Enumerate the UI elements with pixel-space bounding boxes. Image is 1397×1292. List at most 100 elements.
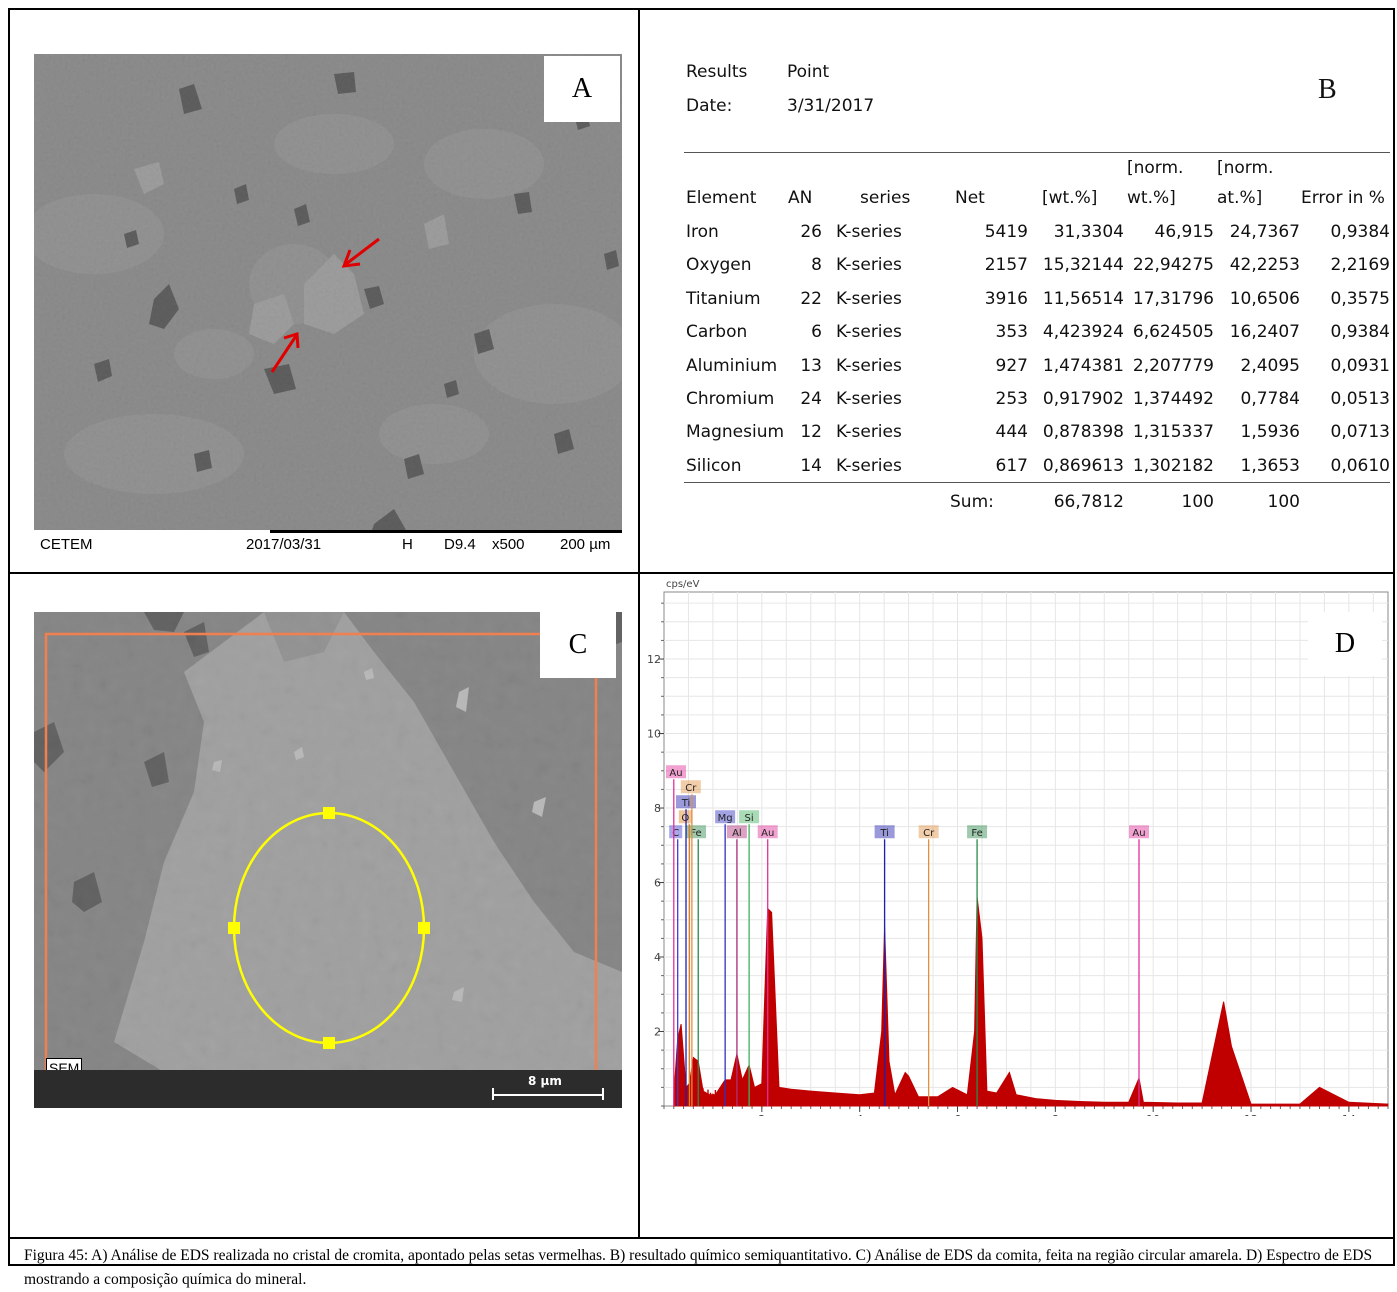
cell-norm-at: 0,7784	[1240, 389, 1300, 409]
peak-label: Fe	[690, 828, 701, 839]
cell-wt: 1,474381	[1042, 355, 1124, 376]
cell-error: 0,3575	[1330, 288, 1390, 309]
sum-label: Sum:	[950, 492, 994, 512]
peak-label: Au	[669, 768, 682, 779]
peak-label: Si	[745, 813, 754, 824]
cell-net: 353	[995, 322, 1028, 343]
hdr-wt: [wt.%]	[1042, 188, 1098, 208]
x-tick-label: 14	[1342, 1113, 1356, 1116]
y-tick-label: 12	[647, 653, 661, 666]
table-row: Oxygen 8 K-series 2157 15,32144 22,94275 42,22…	[686, 255, 1390, 276]
figure-frame	[8, 8, 1395, 1266]
sem-scale-label: 200 µm	[560, 536, 611, 553]
panel-letter-a: A	[544, 56, 620, 122]
peak-label-bg	[678, 810, 692, 824]
cell-error: 0,0931	[1330, 355, 1390, 376]
panel-letter-b: B	[1318, 74, 1337, 105]
cell-norm-at: 1,5936	[1240, 422, 1300, 443]
scale-bar-line-c	[492, 1094, 604, 1096]
peak-label: Au	[761, 828, 774, 839]
table-row: Iron 26 K-series 5419 31,3304 46,915 24,7367 0,…	[686, 222, 1390, 242]
sum-norm-at: 100	[1267, 492, 1300, 512]
table-top-rule	[684, 152, 1390, 153]
cell-element: Carbon	[686, 322, 748, 343]
peak-label-bg	[726, 825, 747, 839]
cell-norm-wt: 1,315337	[1132, 422, 1214, 443]
spectrum-area	[673, 897, 1389, 1107]
cell-norm-at: 1,3653	[1240, 455, 1300, 476]
cell-norm-wt: 2,207779	[1132, 355, 1214, 376]
x-tick-label: 4	[856, 1113, 863, 1116]
cell-net: 3916	[984, 288, 1028, 309]
eds-spectrum-chart: 246810121424681012keVcps/eVCFeOTiCrAuMgS…	[647, 579, 1389, 1137]
hdr-norm-wt-2: wt.%]	[1127, 188, 1176, 208]
peak-label: Cr	[923, 828, 935, 839]
sem-scale-line-a	[270, 530, 622, 533]
cell-wt: 0,869613	[1042, 455, 1124, 476]
cell-wt: 4,423924	[1042, 322, 1124, 343]
peak-label-bg	[669, 825, 683, 839]
cell-element: Silicon	[686, 455, 742, 476]
cell-net: 5419	[984, 222, 1028, 242]
sum-norm-wt: 100	[1181, 492, 1214, 512]
peak-label: Ti	[879, 828, 889, 839]
cell-series: K-series	[836, 355, 902, 376]
sem-texture-c	[34, 612, 622, 1108]
cell-error: 0,9384	[1330, 322, 1390, 343]
peak-label: Ti	[681, 798, 691, 809]
peak-label: Au	[1132, 828, 1145, 839]
hdr-norm-wt-1: [norm.	[1127, 158, 1184, 178]
cell-series: K-series	[836, 222, 902, 242]
sem-date-label: 2017/03/31	[246, 536, 322, 553]
hdr-error: Error in %	[1301, 188, 1385, 208]
cell-norm-wt: 22,94275	[1132, 255, 1214, 276]
cell-element: Chromium	[686, 389, 775, 409]
peak-label: Mg	[718, 813, 733, 824]
results-label: Results	[686, 62, 748, 82]
cell-norm-wt: 46,915	[1154, 222, 1214, 242]
peak-label-bg	[967, 825, 988, 839]
eds-results-table: Results Point Date: 3/31/2017 B [norm. […	[684, 60, 1394, 490]
peak-label-bg	[686, 825, 706, 839]
hdr-net: Net	[955, 188, 985, 208]
cell-element: Titanium	[686, 288, 761, 309]
peak-label: Al	[732, 828, 742, 839]
eds-spectrum-panel: 246810121424681012keVcps/eVCFeOTiCrAuMgS…	[640, 576, 1394, 1236]
cell-series: K-series	[836, 422, 902, 443]
ellipse-handles	[228, 807, 430, 1049]
date-value: 3/31/2017	[787, 96, 875, 116]
sem-texture-a	[34, 54, 622, 530]
peak-label: O	[681, 813, 689, 824]
sum-wt: 66,7812	[1053, 492, 1124, 512]
table-row: Silicon 14 K-series 617 0,869613 1,302182 1,36…	[686, 455, 1390, 476]
scale-bar-label-c: 8 µm	[528, 1074, 562, 1088]
date-label: Date:	[686, 96, 733, 116]
peak-label-bg	[680, 780, 701, 794]
x-tick-label: 12	[1244, 1113, 1258, 1116]
cell-element: Iron	[686, 222, 719, 242]
table-row: Chromium 24 K-series 253 0,917902 1,374492 0,7…	[686, 389, 1390, 409]
cell-wt: 0,917902	[1042, 389, 1124, 409]
cell-error: 0,9384	[1330, 222, 1390, 242]
y-axis-label: cps/eV	[666, 579, 700, 590]
y-tick-label: 8	[654, 802, 661, 815]
cell-error: 0,0713	[1330, 422, 1390, 443]
figure-caption: Figura 45: A) Análise de EDS realizada n…	[24, 1247, 1373, 1288]
x-tick-label: 2	[758, 1113, 765, 1116]
row-divider-2	[8, 1237, 1395, 1239]
hdr-norm-at-2: at.%]	[1217, 188, 1263, 208]
cell-error: 2,2169	[1330, 255, 1390, 276]
cell-net: 2157	[984, 255, 1028, 276]
peak-label-bg	[874, 825, 895, 839]
sem-wd-label: D9.4	[444, 536, 476, 553]
spectrum-noise	[678, 1085, 1387, 1106]
cell-norm-wt: 17,31796	[1132, 288, 1214, 309]
sem-org-label: CETEM	[40, 536, 93, 553]
cell-element: Magnesium	[686, 422, 785, 443]
panel-letter-d: D	[1308, 612, 1382, 676]
sem-mode-label: H	[402, 536, 413, 553]
peak-label-bg	[918, 825, 939, 839]
cell-error: 0,0513	[1330, 389, 1390, 409]
cell-series: K-series	[836, 322, 902, 343]
table-bottom-rule	[684, 482, 1390, 483]
